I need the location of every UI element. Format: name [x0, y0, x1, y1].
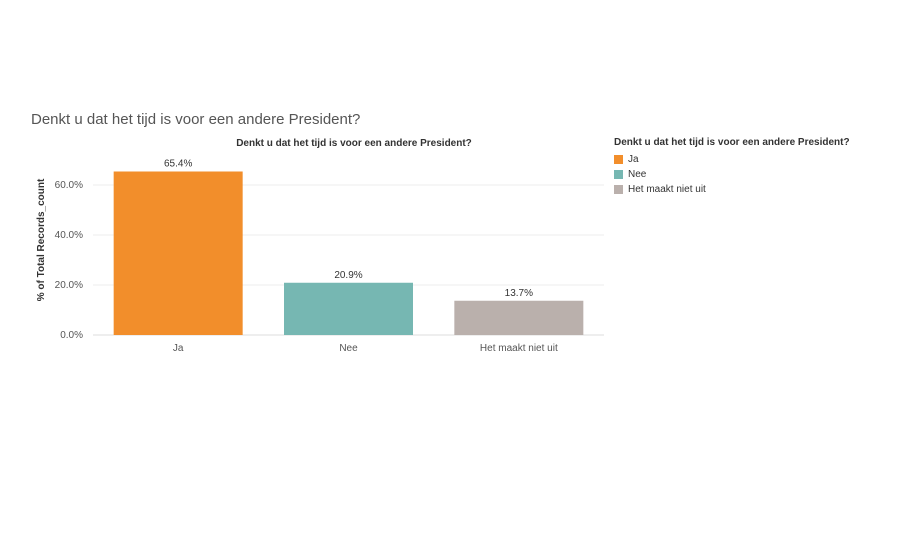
x-axis-ticks: Ja Nee Het maakt niet uit — [173, 343, 558, 354]
y-tick-label: 40.0% — [55, 230, 83, 241]
bar-value-label: 20.9% — [334, 270, 362, 281]
legend-swatch — [614, 155, 623, 164]
y-tick-label: 60.0% — [55, 180, 83, 191]
legend-item: Ja — [614, 152, 850, 167]
legend-item: Nee — [614, 167, 850, 182]
y-axis-label: % of Total Records_count — [36, 178, 47, 301]
x-tick-label: Het maakt niet uit — [480, 343, 558, 354]
legend-items: Ja Nee Het maakt niet uit — [614, 152, 850, 197]
legend-swatch — [614, 185, 623, 194]
legend-label: Ja — [628, 154, 639, 165]
legend-label: Het maakt niet uit — [628, 184, 706, 195]
y-tick-label: 20.0% — [55, 280, 83, 291]
legend: Denkt u dat het tijd is voor een andere … — [614, 137, 850, 197]
legend-title: Denkt u dat het tijd is voor een andere … — [614, 137, 850, 148]
bar-value-label: 65.4% — [164, 159, 192, 170]
legend-label: Nee — [628, 169, 647, 180]
bar — [113, 171, 243, 335]
legend-swatch — [614, 170, 623, 179]
x-tick-label: Nee — [339, 343, 358, 354]
chart-title: Denkt u dat het tijd is voor een andere … — [236, 138, 472, 149]
legend-item: Het maakt niet uit — [614, 182, 850, 197]
y-axis-ticks: 0.0% 20.0% 40.0% 60.0% — [55, 180, 83, 341]
page-title: Denkt u dat het tijd is voor een andere … — [31, 111, 361, 128]
bar — [284, 282, 413, 335]
x-tick-label: Ja — [173, 343, 184, 354]
bars — [113, 171, 584, 335]
bar-value-label: 13.7% — [505, 288, 533, 299]
bar — [454, 300, 584, 335]
y-tick-label: 0.0% — [60, 330, 83, 341]
value-labels: 65.4% 20.9% 13.7% — [164, 159, 533, 299]
